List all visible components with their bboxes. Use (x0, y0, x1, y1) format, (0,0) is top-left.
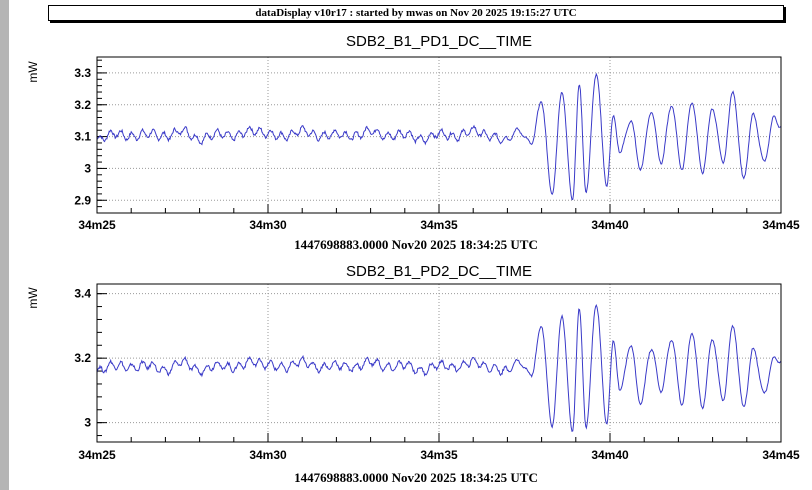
banner: dataDisplay v10r17 : started by mwas on … (48, 5, 784, 21)
y-tick-label: 3.2 (74, 98, 91, 112)
x-tick-label: 34m40 (591, 448, 629, 462)
y-tick-label: 3.4 (74, 287, 91, 301)
y-tick-label: 3.2 (74, 351, 91, 365)
y-axis-label: mW (26, 61, 40, 83)
x-tick-label: 34m45 (762, 218, 800, 232)
x-tick-label: 34m30 (249, 218, 287, 232)
plot-frame (96, 56, 782, 214)
chart-1: SDB2_B1_PD1_DC__TIME mW 1447698883.0000 No… (26, 33, 800, 252)
y-tick-label: 3 (84, 161, 91, 175)
series-line (96, 303, 782, 433)
x-axis-label: 1447698883.0000 Nov20 2025 18:34:25 UTC (294, 470, 538, 485)
x-tick-label: 34m25 (78, 218, 116, 232)
y-tick-label: 3 (84, 416, 91, 430)
chart-2: SDB2_B1_PD2_DC__TIME mW 1447698883.0000 No… (26, 263, 800, 485)
x-tick-label: 34m40 (591, 218, 629, 232)
plot-frame (96, 283, 782, 443)
window-edge (0, 0, 9, 490)
y-axis-label: mW (26, 287, 40, 309)
x-tick-label: 34m45 (762, 448, 800, 462)
y-tick-label: 3.1 (74, 130, 91, 144)
x-axis-label: 1447698883.0000 Nov20 2025 18:34:25 UTC (294, 237, 538, 252)
chart-title: SDB2_B1_PD2_DC__TIME (346, 263, 532, 280)
x-tick-label: 34m30 (249, 448, 287, 462)
y-tick-label: 2.9 (74, 193, 91, 207)
chart-title: SDB2_B1_PD1_DC__TIME (346, 33, 532, 50)
series-line (96, 72, 782, 201)
x-tick-label: 34m35 (420, 218, 458, 232)
x-tick-label: 34m35 (420, 448, 458, 462)
y-tick-label: 3.3 (74, 66, 91, 80)
x-tick-label: 34m25 (78, 448, 116, 462)
